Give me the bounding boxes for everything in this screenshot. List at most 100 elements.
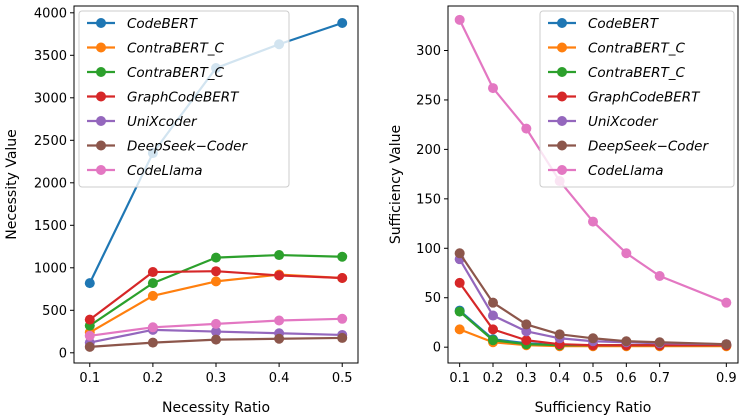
y-tick-label: 1500 bbox=[34, 219, 67, 234]
legend-marker bbox=[96, 42, 106, 53]
legend: CodeBERT ContraBERT_C ContraBERT_C GraphCod… bbox=[539, 10, 735, 188]
legend-marker bbox=[557, 140, 567, 151]
legend-item: ContraBERT_C bbox=[548, 65, 686, 81]
legend-label: ContraBERT_C bbox=[127, 41, 225, 57]
y-tick-label: 1000 bbox=[34, 261, 67, 276]
x-tick-label: 0.7 bbox=[649, 371, 670, 386]
legend-label: CodeLlama bbox=[588, 163, 664, 179]
data-point bbox=[337, 313, 348, 324]
x-axis-label: Sufficiency Ratio bbox=[535, 400, 652, 416]
x-tick-label: 0.5 bbox=[332, 371, 353, 386]
x-tick-label: 0.4 bbox=[549, 371, 570, 386]
data-point bbox=[274, 315, 285, 326]
y-axis-label: Sufficiency Value bbox=[388, 125, 404, 244]
data-point bbox=[488, 310, 498, 321]
data-point bbox=[147, 267, 158, 278]
data-point bbox=[521, 319, 532, 330]
y-tick-label: 150 bbox=[416, 192, 441, 207]
data-point bbox=[211, 266, 221, 277]
legend-label: ContraBERT_C bbox=[588, 65, 686, 81]
data-point bbox=[211, 252, 221, 263]
series-4 bbox=[84, 266, 348, 325]
legend-item: CodeBERT bbox=[548, 16, 660, 32]
y-tick-label: 50 bbox=[424, 291, 441, 306]
legend-label: UniXcoder bbox=[588, 114, 659, 130]
data-point bbox=[211, 318, 221, 329]
legend-marker bbox=[557, 165, 567, 175]
y-tick-label: 0 bbox=[59, 346, 67, 361]
data-point bbox=[654, 337, 665, 348]
y-axis-label: Necessity Value bbox=[4, 129, 20, 240]
x-tick-label: 0.1 bbox=[449, 371, 470, 386]
x-tick-label: 0.3 bbox=[206, 371, 227, 386]
legend-label: GraphCodeBERT bbox=[127, 90, 240, 106]
legend-item: UniXcoder bbox=[87, 114, 198, 130]
data-point bbox=[488, 335, 498, 346]
y-tick-label: 200 bbox=[416, 143, 441, 158]
legend-item: UniXcoder bbox=[548, 114, 659, 130]
data-point bbox=[211, 326, 221, 337]
x-tick-label: 0.1 bbox=[79, 371, 100, 386]
data-point bbox=[654, 270, 665, 281]
legend-item: CodeBERT bbox=[87, 16, 199, 32]
data-point bbox=[554, 329, 565, 340]
y-tick-label: 3500 bbox=[34, 49, 67, 64]
series-3 bbox=[84, 250, 348, 331]
data-point bbox=[337, 18, 348, 28]
data-point bbox=[147, 290, 158, 301]
data-point bbox=[147, 278, 158, 289]
legend-item: DeepSeek−Coder bbox=[87, 139, 248, 155]
legend-marker bbox=[557, 116, 567, 126]
data-point bbox=[147, 337, 158, 348]
data-point bbox=[84, 278, 95, 289]
data-point bbox=[274, 250, 285, 261]
chart-panel-2: 0.1 0.2 0.3 0.4 0.5 0.6 0.7 0.9 0 50 100 150 200 250 3… bbox=[388, 5, 739, 416]
y-tick-label: 3000 bbox=[34, 91, 67, 106]
legend-box bbox=[78, 10, 290, 188]
data-point bbox=[454, 277, 465, 288]
legend-marker bbox=[557, 18, 567, 28]
y-tick-label: 4000 bbox=[34, 6, 67, 21]
data-point bbox=[147, 322, 158, 333]
data-point bbox=[521, 335, 532, 346]
x-tick-label: 0.5 bbox=[583, 371, 604, 386]
legend-marker bbox=[96, 116, 106, 126]
series-line bbox=[458, 282, 727, 347]
data-point bbox=[84, 341, 95, 352]
legend-item: ContraBERT_C bbox=[87, 41, 225, 57]
legend-label: CodeLlama bbox=[127, 163, 203, 179]
data-point bbox=[211, 276, 221, 287]
legend-marker bbox=[96, 140, 106, 151]
y-tick-label: 2500 bbox=[34, 134, 67, 149]
y-tick-label: 300 bbox=[416, 44, 441, 59]
legend-label: CodeBERT bbox=[588, 16, 660, 32]
x-tick-label: 0.6 bbox=[616, 371, 637, 386]
series-6 bbox=[84, 332, 348, 352]
data-point bbox=[84, 314, 95, 325]
y-tick-label: 0 bbox=[433, 341, 441, 356]
legend-item: CodeLlama bbox=[548, 163, 664, 179]
data-point bbox=[521, 123, 532, 134]
legend-label: ContraBERT_C bbox=[127, 65, 225, 81]
data-point bbox=[454, 14, 465, 25]
series-7 bbox=[84, 313, 348, 341]
legend-marker bbox=[557, 67, 567, 77]
data-point bbox=[721, 339, 732, 350]
y-tick-label: 2000 bbox=[34, 176, 67, 191]
data-point bbox=[521, 326, 532, 337]
legend-marker bbox=[557, 42, 567, 53]
data-point bbox=[588, 216, 598, 227]
data-point bbox=[588, 333, 598, 344]
data-point bbox=[488, 297, 498, 308]
x-tick-label: 0.2 bbox=[483, 371, 504, 386]
legend-box bbox=[539, 10, 735, 188]
legend-marker bbox=[96, 18, 106, 28]
y-tick-label: 250 bbox=[416, 93, 441, 108]
data-point bbox=[337, 273, 348, 283]
legend-item: CodeLlama bbox=[87, 163, 203, 179]
data-point bbox=[488, 83, 498, 94]
legend: CodeBERT ContraBERT_C ContraBERT_C GraphCod… bbox=[78, 10, 290, 188]
legend-marker bbox=[96, 67, 106, 77]
legend-label: UniXcoder bbox=[127, 114, 198, 130]
